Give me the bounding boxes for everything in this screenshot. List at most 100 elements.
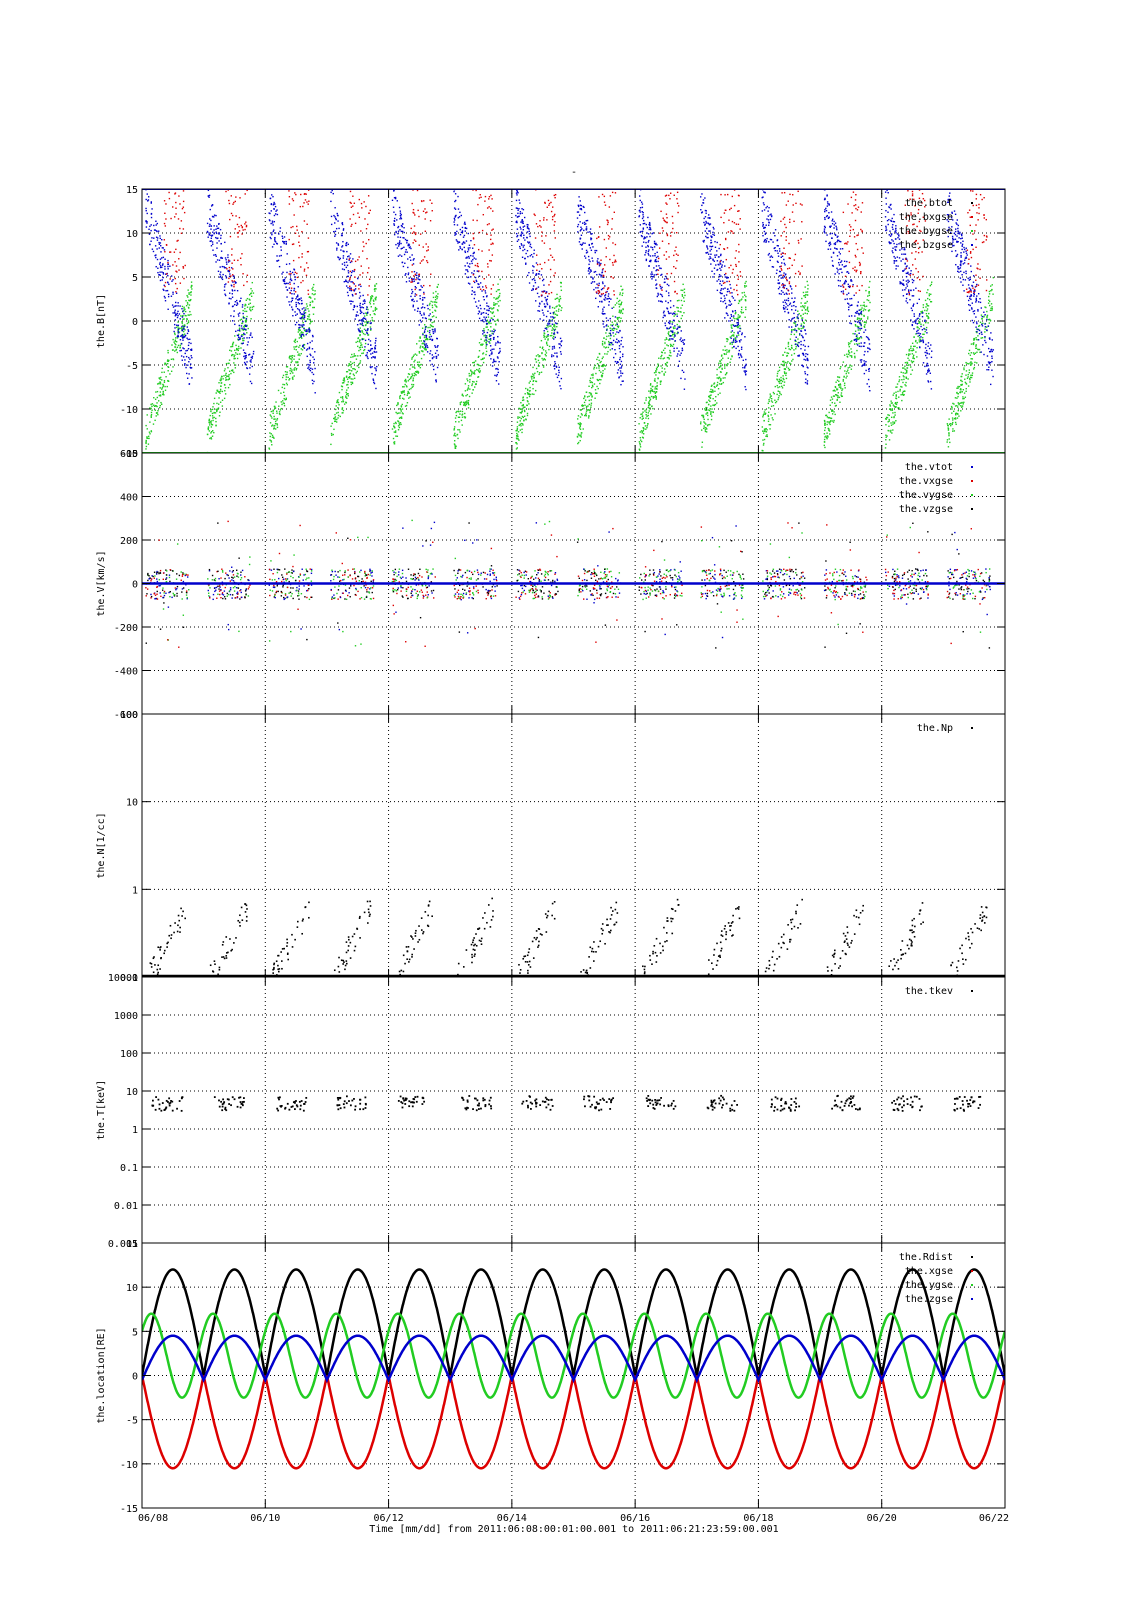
data-point-bygse <box>705 423 707 425</box>
data-point-bygse <box>714 386 716 389</box>
data-point-bzgse <box>270 210 272 212</box>
data-point-bygse <box>524 393 526 395</box>
data-point-bygse <box>709 400 711 403</box>
data-point-bygse <box>991 284 993 286</box>
data-point-bygse <box>905 376 908 379</box>
data-point-bzgse <box>273 201 275 204</box>
data-point-bygse <box>289 370 291 372</box>
data-point-bygse <box>290 361 292 364</box>
data-point-bygse <box>372 310 374 312</box>
data-point-bygse <box>171 349 174 351</box>
data-point-bzgse <box>350 281 352 283</box>
data-point-bygse <box>595 367 598 369</box>
data-point-bygse <box>783 384 785 387</box>
data-point-bygse <box>399 408 401 410</box>
data-point-bzgse <box>579 230 582 232</box>
data-point-bygse <box>866 299 868 301</box>
data-point-bygse <box>954 413 957 415</box>
data-point-bzgse <box>654 260 656 263</box>
data-point-bzgse <box>405 281 408 283</box>
data-point-bygse <box>211 435 214 437</box>
data-point-bygse <box>897 390 899 393</box>
data-point-bzgse <box>300 313 302 315</box>
data-point-bzgse <box>551 348 554 350</box>
data-point-bygse <box>912 348 914 350</box>
data-point-bzgse <box>359 307 362 309</box>
data-point-bygse <box>925 312 928 315</box>
data-point-bzgse <box>528 241 531 243</box>
data-point-bygse <box>475 368 478 371</box>
data-point-bygse <box>831 410 834 412</box>
data-point-bzgse <box>529 243 532 245</box>
data-point-bzgse <box>332 192 334 195</box>
data-point-bzgse <box>551 320 553 322</box>
data-point-bygse <box>491 312 493 314</box>
data-point-bzgse <box>215 261 217 263</box>
data-point-bzgse <box>286 271 288 274</box>
data-point-bzgse <box>560 387 562 390</box>
data-point-bygse <box>209 414 211 417</box>
data-point-bzgse <box>656 295 659 298</box>
data-point-bzgse <box>489 319 492 321</box>
data-point-bygse <box>911 353 914 355</box>
data-point-bzgse <box>611 348 613 350</box>
data-point-bygse <box>598 367 600 369</box>
data-point-bygse <box>898 407 900 409</box>
data-point-bzgse <box>225 283 227 285</box>
data-point-bygse <box>646 415 648 417</box>
data-point-bzgse <box>465 269 467 271</box>
data-point-bygse <box>609 333 612 336</box>
data-point-bzgse <box>158 273 160 276</box>
data-point-bzgse <box>552 355 555 357</box>
data-point-bzgse <box>591 243 593 245</box>
data-point-bygse <box>723 353 726 356</box>
data-point-bygse <box>680 299 683 302</box>
data-point-bygse <box>359 360 362 362</box>
data-point-bzgse <box>306 355 308 358</box>
data-point-bygse <box>468 395 471 398</box>
data-point-bzgse <box>436 337 439 340</box>
data-point-bygse <box>598 369 601 372</box>
data-point-bygse <box>215 392 217 394</box>
data-point-bygse <box>549 334 552 337</box>
data-point-bygse <box>230 354 233 357</box>
data-point-bygse <box>826 423 828 426</box>
data-point-bygse <box>829 420 832 422</box>
data-point-bygse <box>678 299 680 302</box>
data-point-bygse <box>583 397 585 400</box>
data-point-bygse <box>965 370 968 372</box>
data-point-bygse <box>776 393 778 396</box>
data-point-bzgse <box>397 226 399 229</box>
data-point-bzgse <box>619 351 621 353</box>
data-point-bygse <box>453 440 456 442</box>
data-point-bygse <box>610 344 612 346</box>
data-point-bygse <box>919 321 921 324</box>
data-point-bzgse <box>477 307 479 309</box>
data-point-bzgse <box>372 378 374 380</box>
data-point-bygse <box>894 414 896 416</box>
data-point-bzgse <box>242 312 244 315</box>
data-point-bygse <box>952 428 954 430</box>
data-point-bygse <box>174 340 177 342</box>
data-point-bygse <box>734 337 737 339</box>
data-point-bzgse <box>422 317 424 319</box>
data-point-bygse <box>490 326 492 328</box>
data-point-bygse <box>957 385 959 388</box>
data-point-bzgse <box>393 197 396 199</box>
data-point-bygse <box>419 336 421 338</box>
data-point-bygse <box>238 327 241 329</box>
data-point-bygse <box>709 423 711 426</box>
data-point-bygse <box>519 416 521 419</box>
data-point-bygse <box>466 393 469 396</box>
data-point-bygse <box>577 433 580 435</box>
data-point-bygse <box>405 404 408 407</box>
data-point-bygse <box>330 443 332 446</box>
data-point-bygse <box>827 436 829 438</box>
data-point-bzgse <box>453 217 456 220</box>
data-point-bygse <box>641 431 644 433</box>
data-point-bygse <box>978 324 981 327</box>
data-point-bygse <box>471 370 473 373</box>
data-point-bzgse <box>226 263 228 265</box>
data-point-bzgse <box>291 292 293 295</box>
data-point-bzgse <box>585 226 588 228</box>
